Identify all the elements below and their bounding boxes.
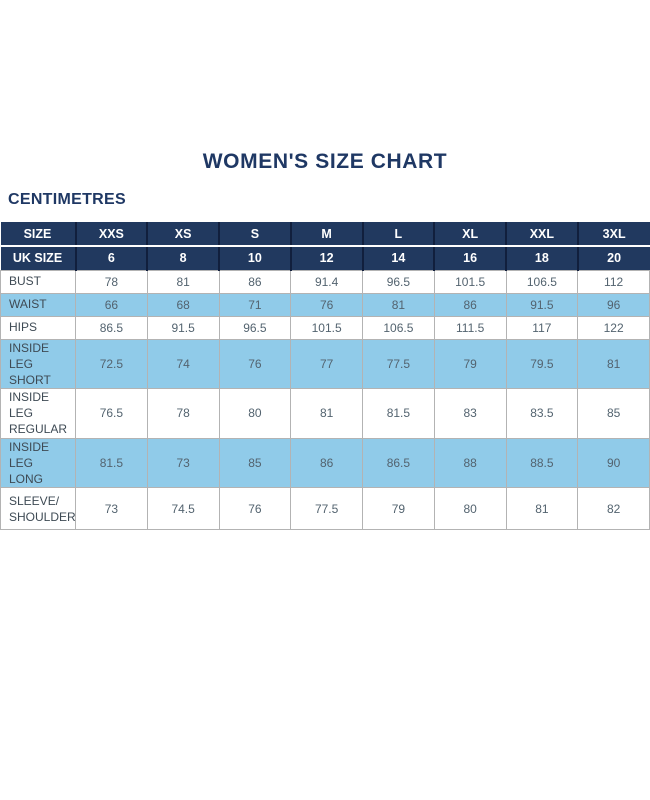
uk-size-value: 14 xyxy=(362,246,436,270)
measurement-value: 81.5 xyxy=(75,437,148,489)
measurement-value: 83.5 xyxy=(505,388,579,439)
uk-size-value: 20 xyxy=(577,246,650,270)
measurement-value: 83 xyxy=(433,388,507,439)
measurement-value: 90 xyxy=(577,437,650,489)
measurement-value: 86.5 xyxy=(362,437,435,489)
uk-size-value: 18 xyxy=(506,246,579,270)
measurement-value: 122 xyxy=(577,315,650,340)
measurement-value: 79.5 xyxy=(505,338,579,390)
measurement-value: 76 xyxy=(218,487,292,531)
measurement-value: 106.5 xyxy=(362,315,435,340)
page-title: WOMEN'S SIZE CHART xyxy=(202,150,448,173)
size-column-header: 3XL xyxy=(577,222,650,247)
size-column-header: L xyxy=(362,222,436,247)
size-header-row: SIZE XXS XS S M L XL XXL 3XL xyxy=(0,222,650,247)
measurement-value: 117 xyxy=(505,315,579,340)
measurement-value: 78 xyxy=(146,388,220,439)
measurement-row: SLEEVE/ SHOULDER 73 74.5 76 77.5 79 80 81 82 xyxy=(0,487,650,531)
measurement-row: WAIST 66 68 71 76 81 86 91.5 96 xyxy=(0,292,650,317)
measurement-value: 91.4 xyxy=(290,269,363,294)
measurement-value: 81 xyxy=(505,487,579,531)
measurement-value: 96 xyxy=(577,292,650,317)
measurement-value: 81 xyxy=(362,292,435,317)
measurement-value: 74 xyxy=(146,338,220,390)
uk-size-value: 16 xyxy=(434,246,507,270)
size-column-header: M xyxy=(290,222,364,247)
measurement-value: 88 xyxy=(433,437,507,489)
measurement-value: 77.5 xyxy=(290,487,363,531)
measurement-value: 96.5 xyxy=(362,269,435,294)
measurement-value: 86 xyxy=(290,437,363,489)
uk-size-value: 6 xyxy=(75,246,149,270)
measurement-value: 112 xyxy=(577,269,650,294)
measurement-value: 68 xyxy=(146,292,220,317)
measurement-label: INSIDE LEG REGULAR xyxy=(0,388,76,439)
measurement-label: INSIDE LEG SHORT xyxy=(0,338,76,390)
measurement-value: 91.5 xyxy=(505,292,579,317)
measurement-label: INSIDE LEG LONG xyxy=(0,437,76,489)
womens-size-chart-table: SIZE XXS XS S M L XL XXL 3XL UK SIZE 6 8 10 12 14 16 18 2… xyxy=(0,222,650,531)
measurement-value: 71 xyxy=(218,292,292,317)
units-label: CENTIMETRES xyxy=(8,191,126,208)
measurement-row: INSIDE LEG REGULAR 76.5 78 80 81 81.5 83 83.5 85 xyxy=(0,388,650,439)
size-column-header: S xyxy=(219,222,292,247)
measurement-value: 76 xyxy=(290,292,363,317)
measurement-value: 66 xyxy=(75,292,148,317)
measurement-label: BUST xyxy=(0,269,76,294)
measurement-value: 91.5 xyxy=(146,315,220,340)
measurement-value: 101.5 xyxy=(433,269,507,294)
measurement-value: 80 xyxy=(218,388,292,439)
measurement-value: 78 xyxy=(75,269,148,294)
size-column-header: XXL xyxy=(506,222,579,247)
size-column-header: XXS xyxy=(75,222,149,247)
uk-size-value: 12 xyxy=(290,246,364,270)
measurement-value: 86 xyxy=(433,292,507,317)
measurement-value: 106.5 xyxy=(505,269,579,294)
measurement-value: 81.5 xyxy=(362,388,435,439)
measurement-row: INSIDE LEG SHORT 72.5 74 76 77 77.5 79 79.5 81 xyxy=(0,338,650,390)
measurement-row: BUST 78 81 86 91.4 96.5 101.5 106.5 112 xyxy=(0,269,650,294)
size-column-header: XL xyxy=(434,222,507,247)
uk-size-value: 8 xyxy=(147,246,220,270)
size-chart-page: { "chart_data": { "type": "table", "titl… xyxy=(0,150,650,800)
measurement-label: WAIST xyxy=(0,292,76,317)
measurement-row: INSIDE LEG LONG 81.5 73 85 86 86.5 88 88.5 90 xyxy=(0,437,650,489)
measurement-value: 86.5 xyxy=(75,315,148,340)
size-chart-header: SIZE XXS XS S M L XL XXL 3XL UK SIZE 6 8 10 12 14 16 18 2… xyxy=(0,222,650,270)
measurement-value: 72.5 xyxy=(75,338,148,390)
measurement-value: 77.5 xyxy=(362,338,435,390)
size-chart-body: BUST 78 81 86 91.4 96.5 101.5 106.5 112 WAIST 66 68… xyxy=(0,269,650,531)
measurement-value: 85 xyxy=(218,437,292,489)
measurement-value: 74.5 xyxy=(146,487,220,531)
measurement-value: 111.5 xyxy=(433,315,507,340)
measurement-value: 77 xyxy=(290,338,363,390)
measurement-value: 81 xyxy=(577,338,650,390)
measurement-value: 76 xyxy=(218,338,292,390)
measurement-value: 85 xyxy=(577,388,650,439)
measurement-value: 79 xyxy=(433,338,507,390)
header-row-label: SIZE xyxy=(0,222,77,247)
uk-size-value: 10 xyxy=(219,246,292,270)
measurement-value: 80 xyxy=(433,487,507,531)
uk-size-header-row: UK SIZE 6 8 10 12 14 16 18 20 xyxy=(0,246,650,270)
measurement-value: 96.5 xyxy=(218,315,292,340)
measurement-row: HIPS 86.5 91.5 96.5 101.5 106.5 111.5 117 122 xyxy=(0,315,650,340)
size-column-header: XS xyxy=(147,222,220,247)
measurement-label: SLEEVE/ SHOULDER xyxy=(0,487,76,531)
measurement-value: 81 xyxy=(146,269,220,294)
measurement-value: 79 xyxy=(362,487,435,531)
measurement-value: 81 xyxy=(290,388,363,439)
measurement-value: 73 xyxy=(146,437,220,489)
measurement-value: 101.5 xyxy=(290,315,363,340)
measurement-value: 86 xyxy=(218,269,292,294)
measurement-value: 73 xyxy=(75,487,148,531)
measurement-label: HIPS xyxy=(0,315,76,340)
measurement-value: 76.5 xyxy=(75,388,148,439)
measurement-value: 82 xyxy=(577,487,650,531)
measurement-value: 88.5 xyxy=(505,437,579,489)
header-row-label: UK SIZE xyxy=(0,246,77,270)
